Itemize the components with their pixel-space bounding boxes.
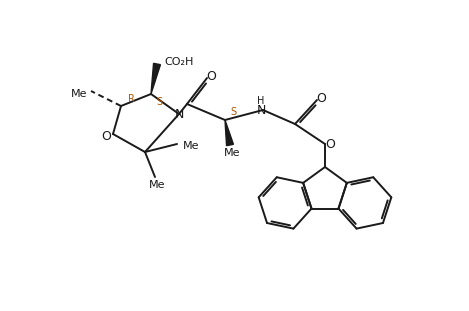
Text: R: R xyxy=(128,94,135,104)
Polygon shape xyxy=(225,120,234,146)
Text: Me: Me xyxy=(149,180,165,190)
Text: O: O xyxy=(316,91,326,104)
Text: H: H xyxy=(257,96,265,106)
Text: Me: Me xyxy=(224,148,240,158)
Text: N: N xyxy=(174,109,184,122)
Text: S: S xyxy=(230,107,236,117)
Text: O: O xyxy=(325,138,335,151)
Text: N: N xyxy=(257,104,265,118)
Text: Me: Me xyxy=(71,89,87,99)
Text: S: S xyxy=(156,97,162,107)
Text: CO₂H: CO₂H xyxy=(164,57,194,67)
Text: O: O xyxy=(101,129,111,142)
Text: O: O xyxy=(206,69,216,82)
Polygon shape xyxy=(151,63,160,94)
Text: Me: Me xyxy=(183,141,199,151)
